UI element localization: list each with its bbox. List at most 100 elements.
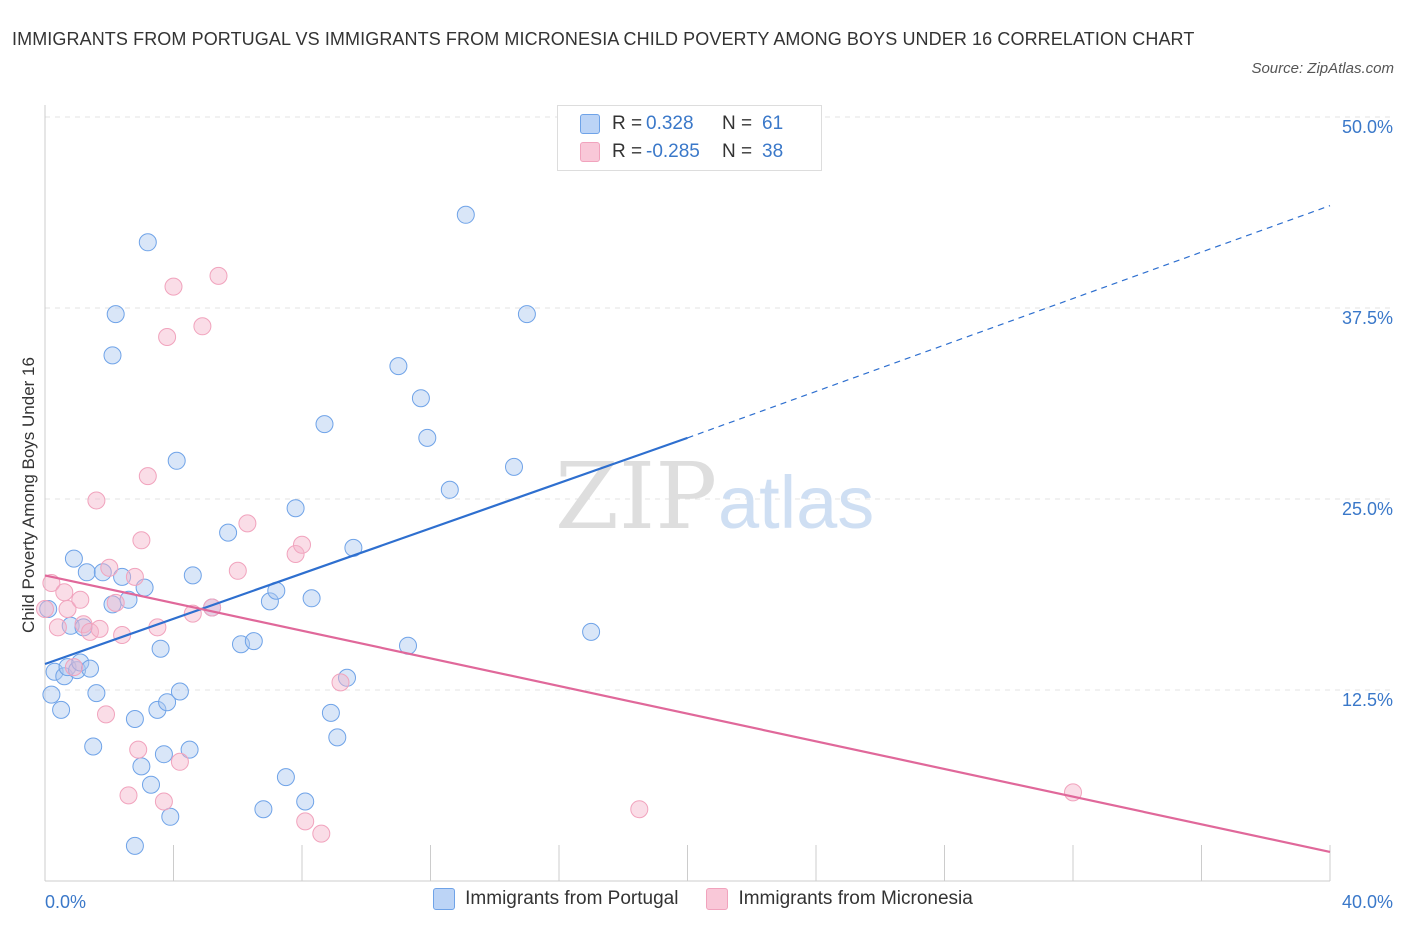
micronesia-point: [312, 824, 331, 843]
micronesia-point: [81, 622, 99, 641]
portugal-point: [254, 800, 273, 819]
portugal-trend-extension: [687, 205, 1331, 439]
micronesia-point: [55, 583, 74, 602]
micronesia-point: [132, 531, 151, 550]
micronesia-point: [296, 812, 315, 831]
portugal-point: [315, 415, 334, 434]
r-label: R =: [612, 141, 643, 162]
micronesia-point: [164, 277, 183, 296]
micronesia-point: [286, 545, 305, 563]
y-tick-label: 50.0%: [1342, 117, 1393, 137]
legend-label-portugal: Immigrants from Portugal: [465, 888, 679, 909]
stats-legend-row-portugal: R = 0.328 N = 61: [580, 110, 783, 138]
stats-legend-row-micronesia: R = -0.285 N = 38: [580, 138, 783, 166]
portugal-point: [418, 428, 437, 447]
micronesia-point: [209, 266, 228, 285]
watermark: ZIP atlas: [555, 443, 874, 550]
micronesia-point: [100, 558, 119, 577]
legend-swatch-micronesia: [706, 888, 729, 910]
portugal-point: [440, 480, 459, 499]
n-label: N =: [722, 141, 753, 162]
micronesia-point: [64, 658, 83, 677]
micronesia-swatch: [580, 142, 600, 162]
y-tick-label: 25.0%: [1342, 499, 1393, 519]
portugal-point: [219, 523, 238, 542]
micronesia-point: [293, 535, 311, 554]
micronesia-point: [125, 567, 144, 586]
portugal-point: [167, 451, 186, 470]
micronesia-point: [87, 491, 106, 510]
watermark-atlas: atlas: [718, 461, 874, 544]
portugal-point: [321, 703, 340, 722]
portugal-point: [276, 768, 295, 787]
x-tick-label-min: 0.0%: [45, 892, 86, 912]
portugal-point: [517, 305, 536, 324]
chart-title: IMMIGRANTS FROM PORTUGAL VS IMMIGRANTS F…: [12, 29, 1195, 49]
axes: [44, 105, 1331, 882]
micronesia-point: [154, 792, 173, 811]
micronesia-trend-line: [44, 574, 1331, 854]
data-points: [36, 205, 1082, 855]
micronesia-point: [331, 673, 350, 692]
portugal-point: [505, 457, 523, 476]
portugal-trend-line: [44, 436, 688, 666]
micronesia-point: [58, 600, 77, 618]
tick-labels: 12.5% 25.0% 37.5% 50.0% 0.0% 40.0%: [45, 117, 1393, 912]
portugal-point: [338, 668, 356, 687]
micronesia-point: [228, 561, 247, 580]
portugal-point: [411, 389, 430, 408]
portugal-point: [142, 775, 160, 794]
legend-item-micronesia: Immigrants from Micronesia: [706, 888, 973, 910]
portugal-point: [302, 589, 321, 608]
portugal-point: [103, 346, 122, 365]
portugal-point: [170, 682, 189, 701]
micronesia-point: [238, 514, 257, 533]
n-value: 38: [762, 141, 784, 162]
n-label: N =: [722, 113, 753, 134]
micronesia-point: [71, 590, 90, 609]
micronesia-point: [97, 705, 115, 724]
portugal-point: [158, 693, 177, 712]
portugal-point: [64, 549, 83, 568]
portugal-point: [84, 737, 103, 756]
portugal-point: [161, 807, 180, 826]
portugal-point: [154, 745, 173, 764]
r-label: R =: [612, 113, 643, 134]
micronesia-point: [170, 752, 189, 771]
portugal-point: [77, 563, 96, 582]
x-tick-label-max: 40.0%: [1342, 892, 1393, 912]
portugal-point: [582, 622, 601, 641]
portugal-point: [296, 792, 315, 811]
micronesia-point: [193, 317, 212, 336]
micronesia-point: [90, 619, 109, 638]
portugal-point: [106, 305, 125, 324]
portugal-point: [125, 710, 144, 728]
micronesia-point: [630, 800, 649, 819]
grid-lines: [45, 116, 1395, 691]
legend-item-portugal: Immigrants from Portugal: [433, 888, 678, 910]
micronesia-point: [129, 740, 148, 759]
portugal-point: [138, 233, 157, 252]
source-credit: Source: ZipAtlas.com: [1251, 60, 1394, 77]
portugal-point: [93, 563, 112, 582]
portugal-point: [151, 639, 170, 658]
portugal-point: [132, 757, 151, 776]
portugal-point: [183, 566, 202, 585]
portugal-point: [389, 357, 408, 376]
portugal-point: [244, 632, 263, 651]
portugal-point: [113, 567, 132, 586]
portugal-point: [286, 499, 305, 518]
r-value: -0.285: [646, 141, 700, 162]
micronesia-point: [48, 618, 67, 637]
n-value: 61: [762, 113, 784, 134]
portugal-point: [52, 700, 71, 719]
portugal-point: [180, 740, 199, 759]
portugal-point: [81, 659, 99, 678]
r-value: 0.328: [646, 113, 694, 134]
portugal-point: [328, 728, 347, 747]
micronesia-point: [119, 786, 138, 805]
micronesia-point: [138, 467, 157, 486]
portugal-point: [260, 592, 279, 611]
portugal-point: [125, 836, 144, 855]
